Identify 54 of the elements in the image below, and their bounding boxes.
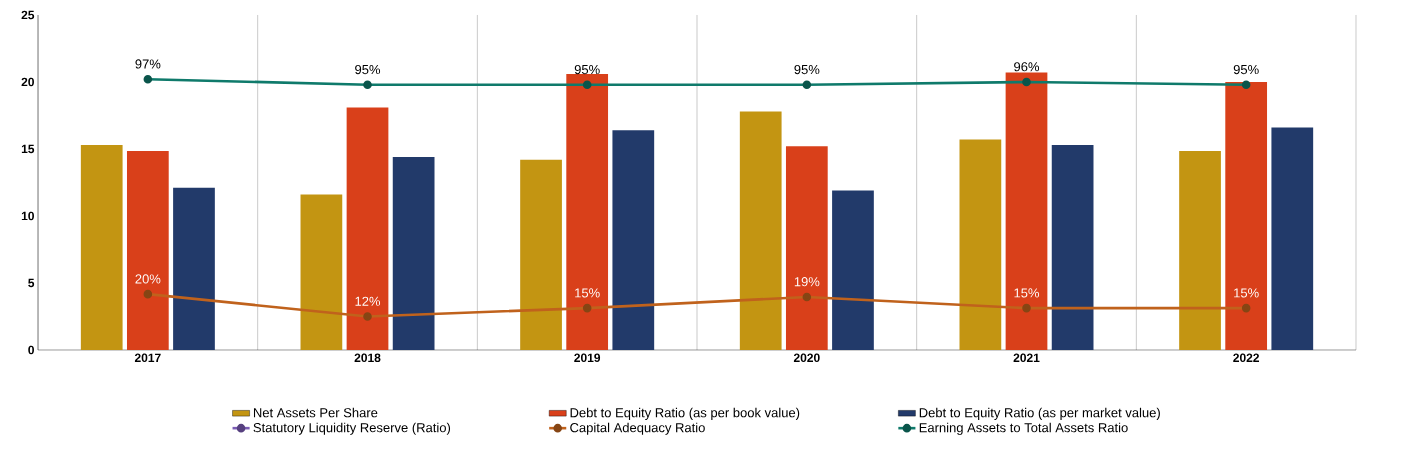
y-tick-label: 25 xyxy=(21,10,35,20)
legend-label: Statutory Liquidity Reserve (Ratio) xyxy=(253,422,451,435)
y-tick-label: 15 xyxy=(21,144,35,154)
point xyxy=(1022,77,1031,87)
point xyxy=(363,80,372,90)
x-tick-label: 2017 xyxy=(134,353,161,363)
data-label: 95% xyxy=(1233,64,1259,75)
bar xyxy=(126,151,169,350)
bar xyxy=(346,107,389,350)
data-label: 15% xyxy=(575,288,600,298)
bar xyxy=(520,159,562,350)
bar xyxy=(832,190,874,350)
bar xyxy=(300,194,343,350)
y-tick-label: 20 xyxy=(21,77,34,87)
data-label: 97% xyxy=(135,59,161,69)
y-tick-label: 0 xyxy=(28,345,34,355)
data-label: 15% xyxy=(1234,288,1259,298)
data-label: 20% xyxy=(135,274,161,284)
point xyxy=(143,74,153,84)
bar xyxy=(1225,81,1268,350)
data-label: 12% xyxy=(355,296,381,306)
x-tick-label: 2022 xyxy=(1233,353,1260,363)
bar xyxy=(1051,144,1094,350)
legend-label: Debt to Equity Ratio (as per market value) xyxy=(919,407,1160,420)
y-tick-label: 10 xyxy=(21,211,34,221)
x-tick-label: 2019 xyxy=(574,353,601,363)
bar xyxy=(785,146,828,350)
legend-label: Capital Adequacy Ratio xyxy=(570,422,705,435)
legend-label: Net Assets Per Share xyxy=(253,407,378,418)
bar xyxy=(392,157,435,350)
bar xyxy=(612,130,655,350)
bar xyxy=(959,139,1002,350)
y-tick-label: 5 xyxy=(28,278,35,288)
bar xyxy=(566,73,609,350)
bar xyxy=(1005,72,1048,350)
data-label: 95% xyxy=(794,64,820,75)
legend-label: Debt to Equity Ratio (as per book value) xyxy=(570,407,800,420)
point xyxy=(802,80,812,90)
x-tick-label: 2021 xyxy=(1013,353,1040,363)
data-label: 96% xyxy=(1014,62,1040,72)
data-label: 15% xyxy=(1014,288,1040,298)
legend-label: Earning Assets to Total Assets Ratio xyxy=(919,422,1128,435)
bar xyxy=(1179,151,1221,350)
data-label: 19% xyxy=(794,277,820,287)
data-label: 95% xyxy=(355,64,381,75)
point xyxy=(1241,80,1251,90)
bar xyxy=(739,111,782,350)
point xyxy=(582,80,592,90)
x-tick-label: 2018 xyxy=(354,353,381,363)
x-tick-label: 2020 xyxy=(793,353,820,363)
bar xyxy=(1271,127,1314,350)
data-label: 95% xyxy=(574,64,600,75)
bar xyxy=(173,187,215,350)
bar xyxy=(80,144,123,350)
